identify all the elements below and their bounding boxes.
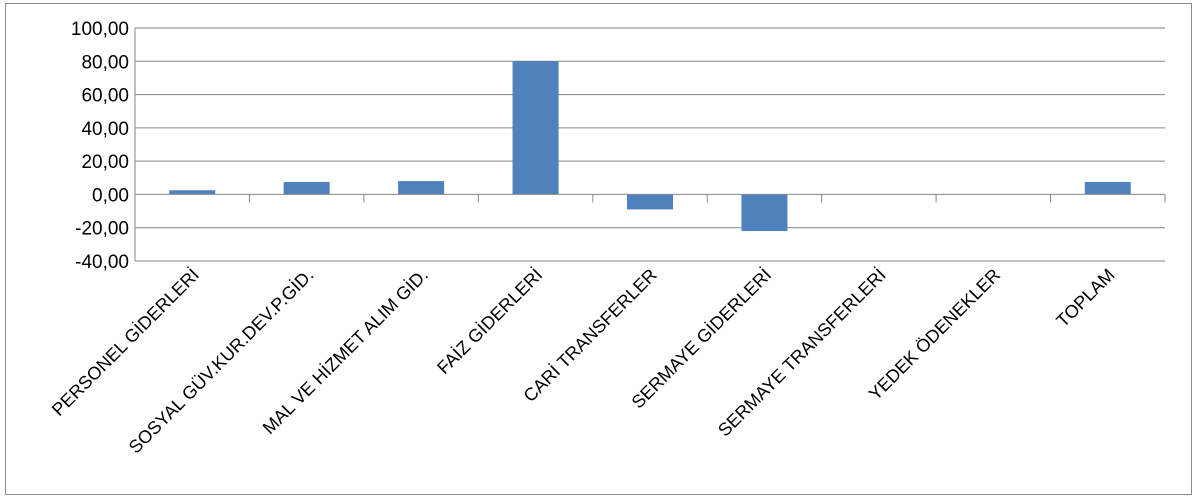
y-tick-label: 40,00 xyxy=(81,119,129,140)
bar xyxy=(398,181,445,195)
y-tick-label: -40,00 xyxy=(75,252,129,273)
y-tick-label: 20,00 xyxy=(81,152,129,173)
axes xyxy=(134,28,1166,261)
bar xyxy=(741,194,788,232)
bars xyxy=(169,61,1131,232)
bar xyxy=(627,194,673,210)
y-tick-label: 60,00 xyxy=(81,86,129,107)
chart-frame xyxy=(5,3,1192,495)
y-tick-label: 0,00 xyxy=(92,185,129,206)
category-label: TOPLAM xyxy=(1052,265,1118,331)
category-label: YEDEK ÖDENEKLER xyxy=(865,265,1004,404)
gridlines xyxy=(135,27,1165,262)
bar xyxy=(512,61,559,195)
y-tick-label: 80,00 xyxy=(81,52,129,73)
y-tick-label: -20,00 xyxy=(75,219,129,240)
bar xyxy=(1084,181,1131,195)
bar xyxy=(283,181,330,195)
category-label: CARİ TRANSFERLER xyxy=(520,265,661,406)
y-tick-label: 100,00 xyxy=(71,19,129,40)
category-label: FAİZ GİDERLERİ xyxy=(433,265,546,378)
y-tick-labels: 100,00 80,00 60,00 40,00 20,00 0,00 -20,00 -40,… xyxy=(71,19,129,273)
category-label: SOSYAL GÜV.KUR.DEV.P.GİD. xyxy=(125,265,318,458)
bar xyxy=(169,190,216,195)
